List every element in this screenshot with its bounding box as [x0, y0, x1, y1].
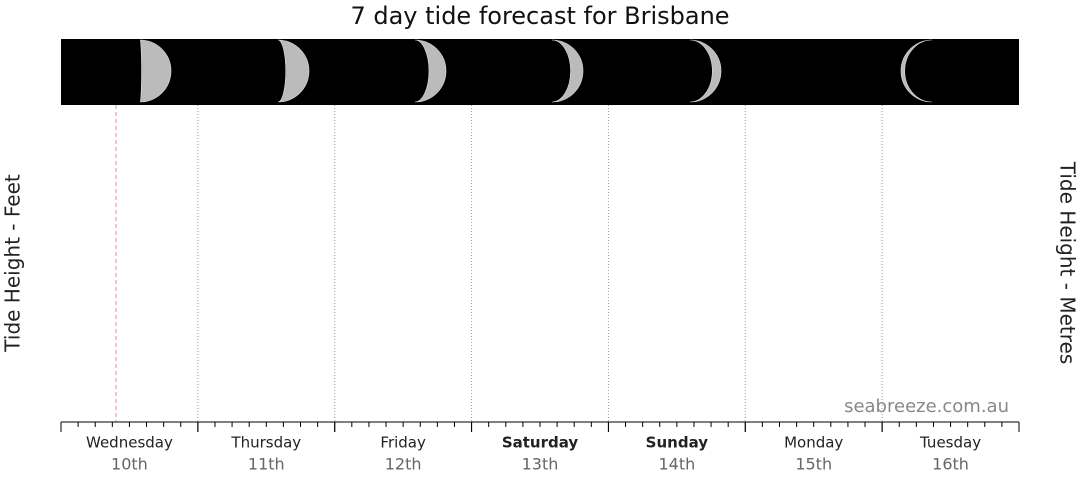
moon — [139, 39, 172, 103]
date-label: 15th — [795, 455, 832, 474]
day-label: Sunday — [646, 434, 709, 452]
y-axis-label: Tide Height - Feet — [1, 174, 25, 353]
day-label: Saturday — [502, 434, 579, 452]
day-label: Tuesday — [919, 434, 981, 452]
moon — [551, 39, 584, 103]
day-label: Monday — [784, 434, 843, 452]
moon-phases — [139, 39, 933, 103]
watermark: seabreeze.com.au — [844, 396, 1009, 417]
date-label: 16th — [932, 455, 969, 474]
moon — [277, 39, 310, 103]
date-label: 13th — [522, 455, 559, 474]
moon — [689, 39, 722, 103]
day-label: Friday — [380, 434, 426, 452]
moon-band — [61, 39, 1019, 105]
day-label: Wednesday — [86, 434, 173, 452]
date-label: 11th — [248, 455, 285, 474]
y2-axis-label: Tide Height - Metres — [1056, 161, 1080, 364]
date-label: 14th — [658, 455, 695, 474]
chart-title: 7 day tide forecast for Brisbane — [350, 2, 729, 30]
moon — [414, 39, 447, 103]
date-label: 12th — [385, 455, 422, 474]
day-label: Thursday — [230, 434, 301, 452]
moon — [900, 39, 933, 103]
date-label: 10th — [111, 455, 148, 474]
